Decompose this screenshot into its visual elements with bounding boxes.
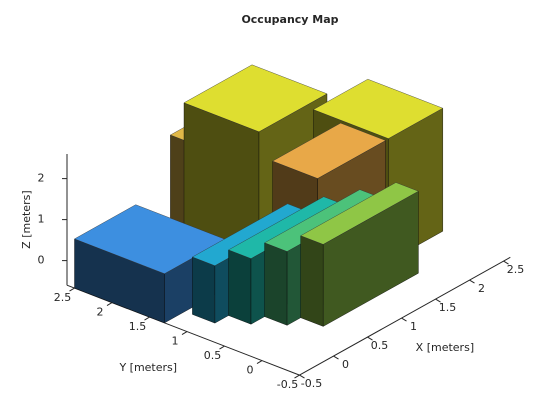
block-top bbox=[312, 78, 444, 139]
y-tick-label: 0.5 bbox=[204, 349, 222, 362]
y-tick-label: 2 bbox=[97, 306, 104, 319]
y-tick bbox=[144, 316, 150, 321]
x-tick bbox=[503, 260, 509, 265]
y-tick bbox=[106, 302, 113, 307]
x-tick bbox=[435, 298, 441, 303]
y-tick bbox=[219, 345, 225, 350]
x-axis bbox=[299, 256, 511, 376]
y-axis-label: Y [meters] bbox=[118, 361, 177, 374]
block-top bbox=[300, 182, 419, 245]
x-tick-label: -0.5 bbox=[301, 377, 322, 390]
z-tick-label: 1 bbox=[38, 213, 45, 226]
x-tick bbox=[401, 317, 407, 322]
block-side-x bbox=[192, 256, 216, 324]
y-tick-label: -0.5 bbox=[277, 378, 298, 391]
y-tick-label: 0 bbox=[247, 364, 254, 377]
block-side-x bbox=[300, 235, 324, 327]
z-axis-label: Z [meters] bbox=[20, 190, 33, 248]
block-top bbox=[183, 64, 328, 133]
y-tick bbox=[181, 331, 188, 336]
block-side-x bbox=[264, 242, 288, 326]
x-tick-label: 0.5 bbox=[371, 339, 389, 352]
x-tick-label: 1 bbox=[410, 320, 417, 333]
x-tick bbox=[333, 355, 339, 360]
chart-title: Occupancy Map bbox=[241, 13, 338, 26]
x-tick bbox=[469, 279, 475, 284]
y-tick bbox=[256, 360, 263, 365]
y-tick-label: 2.5 bbox=[54, 291, 72, 304]
y-tick bbox=[294, 374, 300, 379]
x-tick bbox=[367, 336, 373, 341]
x-axis-label: X [meters] bbox=[416, 341, 474, 354]
y-tick-label: 1.5 bbox=[129, 320, 147, 333]
x-tick-label: 2 bbox=[478, 282, 485, 295]
y-tick bbox=[69, 287, 75, 292]
x-tick-label: 0 bbox=[342, 358, 349, 371]
z-tick-label: 0 bbox=[38, 254, 45, 267]
x-tick-label: 1.5 bbox=[439, 301, 457, 314]
z-tick-label: 2 bbox=[38, 172, 45, 185]
block-top bbox=[272, 122, 387, 179]
block-side-x bbox=[228, 249, 252, 325]
x-tick bbox=[299, 374, 305, 379]
x-tick-label: 2.5 bbox=[507, 263, 525, 276]
y-tick-label: 1 bbox=[172, 335, 179, 348]
